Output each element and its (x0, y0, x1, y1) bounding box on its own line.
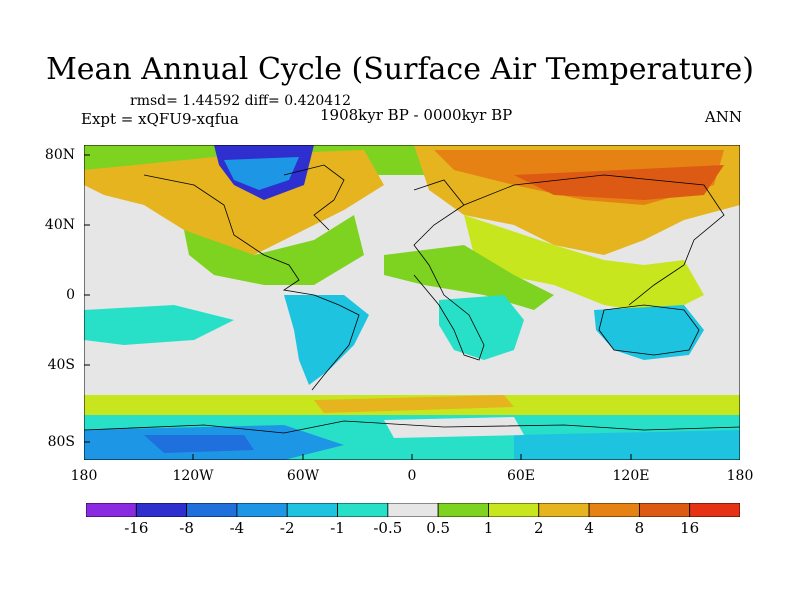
colorbar-swatch (588, 503, 640, 517)
experiment-label: Expt = xQFU9-xqfua (81, 110, 239, 128)
colorbar-swatch (186, 503, 238, 517)
x-label-180e: 180 (726, 468, 754, 484)
south-africa-cool (439, 295, 524, 360)
season-label: ANN (704, 108, 742, 126)
colorbar-label: 16 (680, 519, 700, 537)
coastlines (84, 164, 740, 434)
colorbar-swatch (437, 503, 489, 517)
colorbar-swatch (488, 503, 540, 517)
colorbar-label: 4 (584, 519, 594, 537)
y-label-0: 0 (66, 287, 75, 303)
colorbar-swatch (236, 503, 288, 517)
colorbar-swatch (337, 503, 389, 517)
x-label-120w: 120W (172, 468, 214, 484)
colorbar-label: -8 (179, 519, 194, 537)
colorbar-label: 8 (634, 519, 645, 537)
x-label-60w: 60W (286, 468, 320, 484)
colorbar-swatch (638, 503, 691, 517)
asia-mild-region (464, 215, 704, 315)
colorbar-label: -1 (330, 519, 345, 537)
antarctic-cold-west (144, 435, 254, 453)
colorbar-swatch (387, 503, 439, 517)
southern-warm-streak (314, 395, 514, 413)
colorbar-label: 2 (534, 519, 544, 537)
period-label: 1908kyr BP - 0000kyr BP (320, 106, 513, 124)
axis-ticks (84, 154, 632, 460)
y-label-40s: 40S (47, 357, 75, 373)
arctic-cool-region (224, 157, 299, 190)
north-america-mild (184, 215, 364, 285)
x-label-60e: 60E (506, 468, 536, 484)
colorbar-swatch (135, 503, 188, 517)
stats-text: rmsd= 1.44592 diff= 0.420412 (130, 93, 352, 109)
colorbar-label: 0.5 (426, 519, 451, 537)
australia-cool (594, 305, 704, 360)
colorbar-label: -16 (124, 519, 149, 537)
colorbar-swatch (538, 503, 590, 517)
colorbar-label: -0.5 (373, 519, 403, 537)
temperature-map (84, 145, 740, 460)
y-label-80n: 80N (44, 147, 75, 163)
colorbar-swatch (286, 503, 338, 517)
y-label-40n: 40N (44, 217, 75, 233)
map-title: Mean Annual Cycle (Surface Air Temperatu… (46, 52, 754, 87)
antarctic-cool-east (514, 430, 740, 460)
colorbar (86, 503, 740, 517)
north-america-warm (84, 150, 384, 255)
x-label-120e: 120E (612, 468, 650, 484)
south-america-cool (284, 295, 369, 385)
pacific-cool-region (84, 305, 234, 345)
colorbar-label: 1 (483, 519, 494, 537)
x-label-0: 0 (407, 468, 417, 484)
antarctic-neutral-patch (384, 417, 524, 438)
colorbar-swatch (689, 503, 740, 517)
x-label-180w: 180 (70, 468, 98, 484)
colorbar-swatch (86, 503, 137, 517)
colorbar-label: -2 (279, 519, 295, 537)
siberia-max-region (514, 165, 724, 200)
y-label-80s: 80S (47, 434, 75, 450)
colorbar-label: -4 (229, 519, 245, 537)
